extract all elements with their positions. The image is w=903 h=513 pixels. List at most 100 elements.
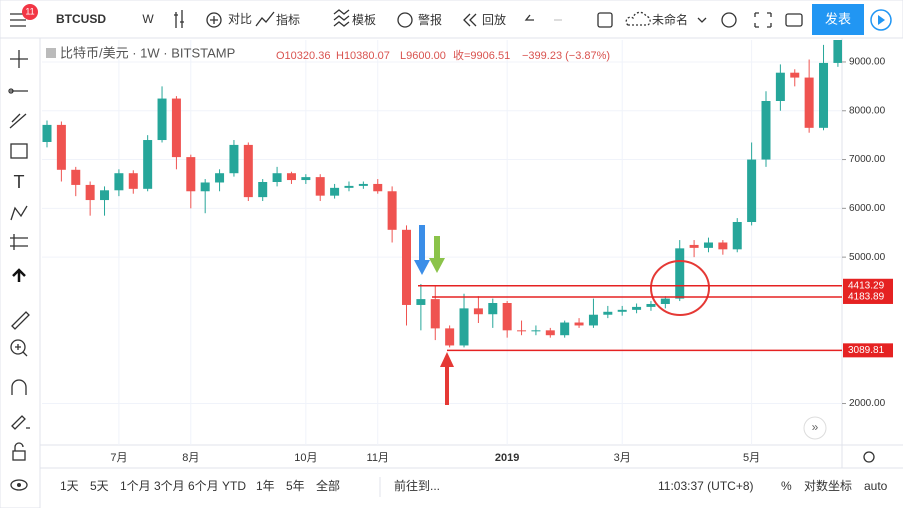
cloud-icon [625,11,651,26]
level-tag [843,343,893,358]
legend-close: 收=9906.51 [453,48,510,62]
chart-type-button[interactable] [174,10,184,28]
axis-settings[interactable] [863,451,875,463]
indicators-button[interactable]: 指标 [276,12,300,27]
scroll-icon: » [812,420,819,434]
templates-button[interactable]: 模板 [352,13,376,27]
legend-low: L9600.00 [400,50,446,62]
candle-body [531,330,541,332]
range-button[interactable]: 5年 [286,479,305,493]
candle-body [42,124,52,142]
candle-body [790,72,800,78]
candle-body [574,322,584,326]
indicators-icon [255,11,275,27]
candle-body [775,72,785,101]
candle-body [243,144,253,198]
candle-body [315,177,325,196]
candle-body [358,183,368,186]
top-toolbar [0,0,903,39]
candle-body [430,299,440,329]
goto-button[interactable]: 前往到... [394,478,440,493]
candle-body [215,173,225,183]
alert-button[interactable]: 警报 [418,12,442,27]
settings-button[interactable] [721,12,737,28]
candle-body [675,248,685,299]
candle-body [459,308,469,346]
candle-body [416,299,426,305]
candle-body [286,173,296,181]
undo-button[interactable] [524,14,534,21]
range-button[interactable]: YTD [222,479,246,493]
candle-body [689,244,699,248]
clock: 11:03:37 (UTC+8) [658,479,754,493]
x-tick-label: 3月 [614,452,631,464]
candle-body [157,98,167,141]
alert-icon [397,12,413,28]
candle-body [502,303,512,331]
range-button[interactable]: 1年 [256,479,275,493]
log-toggle[interactable]: 对数坐标 [804,478,852,493]
fullscreen-button[interactable] [754,12,772,28]
candle-body [517,330,527,332]
layout-name[interactable]: 未命名 [652,12,688,27]
candle-body [473,308,483,315]
level-tag [843,289,893,304]
candle-body [732,222,742,250]
candle-body [718,242,728,250]
drawing-tools[interactable]: T [8,50,30,491]
range-button[interactable]: 1个月 [120,479,151,493]
candle-body [819,62,829,128]
y-tick-label: 8000.00 [849,105,886,116]
legend-icon [46,48,56,58]
y-tick-label: 6000.00 [849,203,886,214]
x-tick-label: 11月 [367,452,389,464]
candle-body [646,303,656,307]
svg-text:T: T [14,172,25,192]
replay-icon [463,13,477,27]
candle-body [588,314,598,326]
candle-body [143,140,153,189]
candle-body [660,298,670,304]
compare-button[interactable]: 对比 [228,12,252,26]
legend-open: O10320.36 [276,50,330,62]
candle-body [114,173,124,191]
blue-arrow [414,225,430,275]
candle-body [488,303,498,315]
candle-body [747,159,757,223]
candle-body [301,177,311,181]
range-button[interactable]: 5天 [90,479,109,493]
candle-body [632,306,642,310]
candle-body [258,181,268,198]
play-button[interactable] [870,9,892,31]
range-button[interactable]: 1天 [60,479,79,493]
range-button[interactable]: 全部 [316,478,340,493]
candle-body [833,40,842,63]
candle-body [171,98,181,158]
layout-button[interactable] [597,12,613,28]
candle-body [128,173,138,189]
x-tick-label: 8月 [182,452,199,464]
publish-button[interactable] [812,4,864,35]
layout-dropdown[interactable] [697,17,707,23]
scroll-button[interactable] [803,416,827,440]
candle-body [71,169,81,185]
range-button[interactable]: 6个月 [188,479,219,493]
replay-button[interactable]: 回放 [482,12,506,27]
green-arrow [429,236,445,273]
screenshot-button[interactable] [785,13,803,27]
auto-toggle[interactable]: auto [864,479,888,493]
percent-toggle[interactable]: % [781,479,792,493]
y-tick-label: 7000.00 [849,154,886,165]
legend-name[interactable]: 比特币/美元 · 1W · BITSTAMP [60,45,235,60]
x-tick-label: 2019 [495,452,519,464]
interval[interactable]: W [142,12,154,26]
range-button[interactable]: 3个月 [154,479,185,493]
y-tick-label: 5000.00 [849,252,886,263]
candle-body [272,173,282,182]
x-tick-label: 5月 [743,452,760,464]
compare-icon [206,12,222,28]
symbol[interactable]: BTCUSD [56,12,106,26]
candle-body [545,330,555,336]
